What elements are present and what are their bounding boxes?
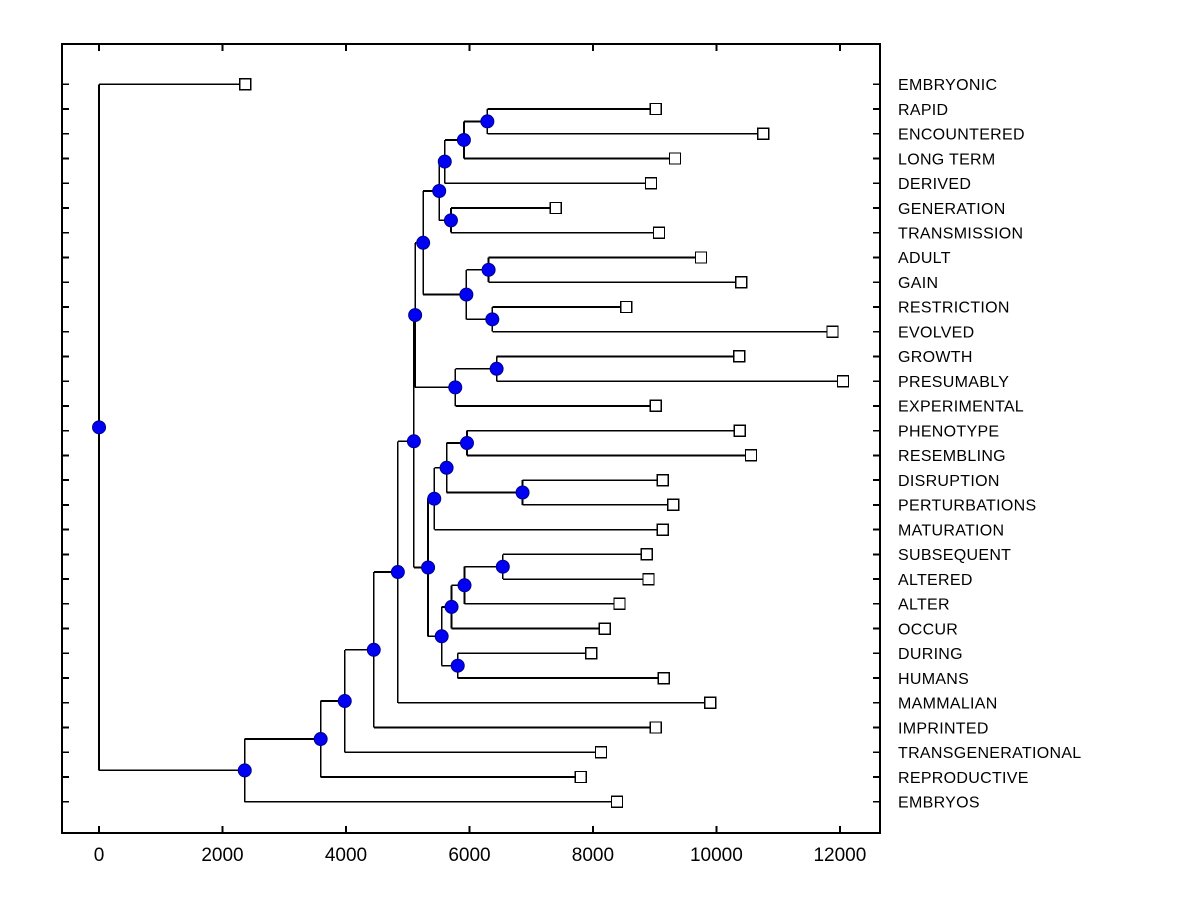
leaf-label: GAIN (898, 275, 938, 292)
leaf-label: REPRODUCTIVE (898, 770, 1029, 787)
leaf-label: ENCOUNTERED (898, 127, 1025, 144)
leaf-label: GENERATION (898, 201, 1006, 218)
leaf-marker (652, 226, 666, 239)
leaf-label: ADULT (898, 250, 951, 267)
leaf-label: RESEMBLING (898, 448, 1006, 465)
leaf-marker (666, 498, 680, 512)
leaf-marker (598, 622, 611, 635)
leaf-label: MATURATION (898, 522, 1004, 539)
leaf-marker (744, 449, 758, 462)
leaf-marker (649, 721, 663, 734)
x-tick-label: 6000 (448, 845, 490, 866)
leaf-marker (656, 473, 669, 487)
internal-node-marker (337, 694, 352, 709)
leaf-marker (584, 647, 598, 660)
leaf-label: HUMANS (898, 671, 969, 688)
leaf-marker (239, 78, 252, 91)
leaf-label: PERTURBATIONS (898, 498, 1036, 515)
leaf-marker (642, 572, 655, 586)
internal-node-marker (390, 565, 405, 580)
leaf-label: PHENOTYPE (898, 423, 999, 440)
x-tick-label: 0 (94, 845, 105, 866)
x-tick-label: 12000 (813, 845, 866, 866)
leaf-marker (733, 424, 747, 437)
leaf-label: RESTRICTION (898, 300, 1010, 317)
x-tick-label: 4000 (325, 845, 367, 866)
leaf-label: GROWTH (898, 349, 973, 366)
leaf-label: TRANSMISSION (898, 226, 1023, 243)
internal-node-marker (406, 434, 421, 449)
internal-node-marker (408, 308, 423, 323)
internal-node-marker (495, 559, 510, 574)
leaf-marker (613, 597, 626, 611)
leaf-marker (574, 770, 587, 784)
leaf-label: EVOLVED (898, 324, 975, 341)
internal-node-marker (427, 491, 442, 506)
leaf-label: DISRUPTION (898, 473, 1000, 490)
leaf-label: DERIVED (898, 176, 971, 193)
internal-node-marker (421, 560, 436, 575)
leaf-marker (649, 399, 663, 413)
internal-node-marker (237, 763, 252, 778)
internal-node-marker (480, 114, 495, 129)
leaf-marker (836, 374, 850, 388)
leaf-marker (657, 671, 671, 685)
leaf-marker (826, 325, 839, 338)
leaf-label: OCCUR (898, 621, 958, 638)
leaf-label: ALTERED (898, 572, 973, 589)
internal-node-marker (366, 642, 381, 657)
leaf-label: MAMMALIAN (898, 696, 998, 713)
internal-node-marker (443, 213, 458, 228)
internal-node-marker (92, 420, 107, 435)
x-tick-label: 2000 (201, 845, 243, 866)
x-tick-label: 10000 (690, 845, 743, 866)
leaf-marker (610, 795, 624, 808)
leaf-label: SUBSEQUENT (898, 547, 1011, 564)
internal-node-marker (439, 460, 454, 475)
leaf-label: EMBRYONIC (898, 77, 997, 94)
internal-node-marker (444, 599, 459, 614)
leaf-marker (594, 746, 608, 759)
internal-node-marker (459, 436, 474, 451)
leaf-marker (734, 276, 748, 289)
leaf-label: RAPID (898, 102, 948, 119)
leaf-marker (656, 523, 669, 536)
internal-node-marker (313, 732, 328, 747)
leaf-marker (649, 102, 663, 116)
internal-node-marker (434, 629, 449, 644)
leaf-label: TRANSGENERATIONAL (898, 745, 1082, 762)
internal-node-marker (515, 485, 530, 500)
internal-node-marker (459, 287, 474, 302)
leaf-marker (694, 251, 708, 264)
leaf-marker (704, 696, 717, 709)
leaf-label: EMBRYOS (898, 795, 980, 812)
internal-node-marker (448, 380, 463, 395)
internal-node-marker (450, 658, 465, 673)
internal-node-marker (416, 235, 431, 250)
leaf-label: PRESUMABLY (898, 374, 1009, 391)
leaf-marker (549, 201, 563, 215)
internal-node-marker (489, 361, 504, 376)
leaf-label: IMPRINTED (898, 720, 989, 737)
x-tick-label: 8000 (572, 845, 614, 866)
internal-node-marker (481, 262, 496, 277)
leaf-marker (668, 152, 682, 165)
leaf-marker (757, 127, 770, 140)
internal-node-marker (457, 578, 472, 593)
leaf-marker (644, 177, 658, 190)
internal-node-marker (456, 132, 471, 147)
internal-node-marker (437, 154, 452, 169)
axis-box (61, 43, 881, 834)
leaf-marker (640, 548, 653, 561)
leaf-label: ALTER (898, 597, 950, 614)
internal-node-marker (432, 183, 447, 198)
internal-node-marker (485, 312, 500, 327)
leaf-marker (620, 300, 633, 314)
leaf-marker (733, 350, 746, 363)
leaf-label: EXPERIMENTAL (898, 399, 1024, 416)
leaf-label: LONG TERM (898, 151, 996, 168)
leaf-label: DURING (898, 646, 963, 663)
